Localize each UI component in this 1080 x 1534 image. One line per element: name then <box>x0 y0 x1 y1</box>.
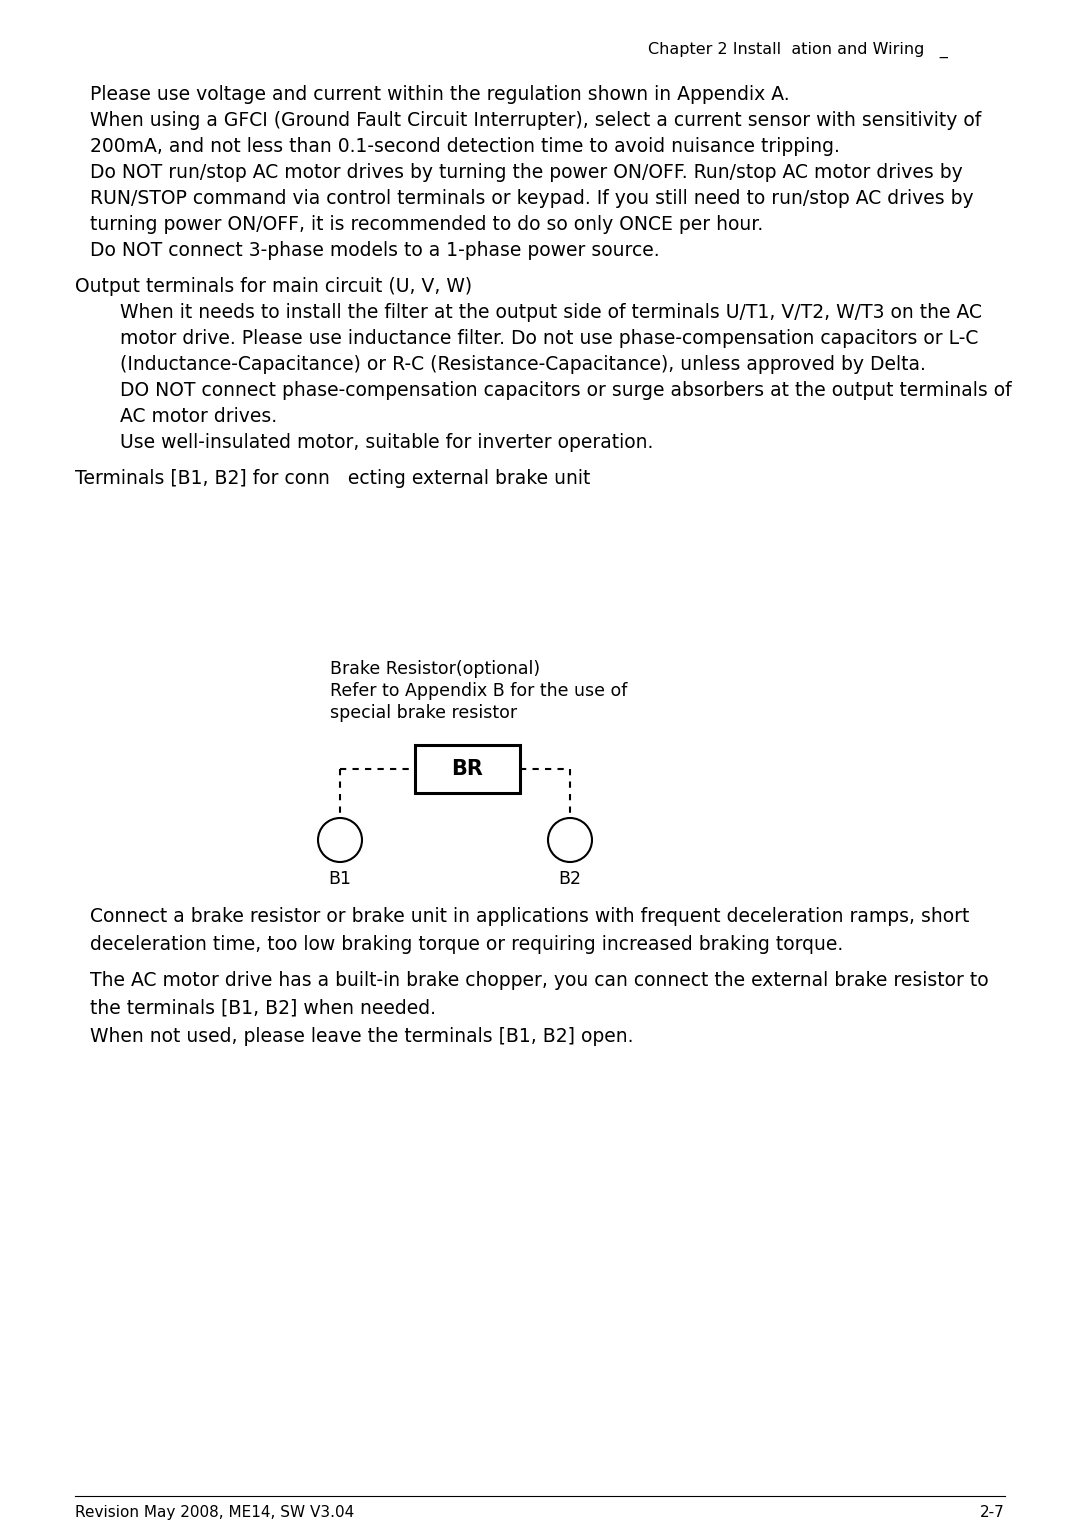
Circle shape <box>548 818 592 862</box>
Text: turning power ON/OFF, it is recommended to do so only ONCE per hour.: turning power ON/OFF, it is recommended … <box>90 215 764 235</box>
Text: When using a GFCI (Ground Fault Circuit Interrupter), select a current sensor wi: When using a GFCI (Ground Fault Circuit … <box>90 110 982 130</box>
Text: Please use voltage and current within the regulation shown in Appendix A.: Please use voltage and current within th… <box>90 84 789 104</box>
Text: DO NOT connect phase-compensation capacitors or surge absorbers at the output te: DO NOT connect phase-compensation capaci… <box>120 380 1012 400</box>
Text: Revision May 2008, ME14, SW V3.04: Revision May 2008, ME14, SW V3.04 <box>75 1505 354 1520</box>
Text: Refer to Appendix B for the use of: Refer to Appendix B for the use of <box>330 683 627 700</box>
Text: 200mA, and not less than 0.1-second detection time to avoid nuisance tripping.: 200mA, and not less than 0.1-second dete… <box>90 137 840 156</box>
Text: B1: B1 <box>328 870 351 888</box>
Text: Brake Resistor(optional): Brake Resistor(optional) <box>330 660 540 678</box>
Text: Do NOT run/stop AC motor drives by turning the power ON/OFF. Run/stop AC motor d: Do NOT run/stop AC motor drives by turni… <box>90 163 962 183</box>
Text: Terminals [B1, B2] for conn   ecting external brake unit: Terminals [B1, B2] for conn ecting exter… <box>75 469 591 488</box>
Text: the terminals [B1, B2] when needed.: the terminals [B1, B2] when needed. <box>90 999 436 1019</box>
Text: Chapter 2 Install  ation and Wiring   _: Chapter 2 Install ation and Wiring _ <box>648 41 948 58</box>
Circle shape <box>318 818 362 862</box>
Text: Use well-insulated motor, suitable for inverter operation.: Use well-insulated motor, suitable for i… <box>120 433 653 453</box>
Text: B2: B2 <box>558 870 581 888</box>
Text: special brake resistor: special brake resistor <box>330 704 517 723</box>
Text: The AC motor drive has a built-in brake chopper, you can connect the external br: The AC motor drive has a built-in brake … <box>90 971 988 989</box>
Text: Connect a brake resistor or brake unit in applications with frequent deceleratio: Connect a brake resistor or brake unit i… <box>90 907 970 927</box>
Text: RUN/STOP command via control terminals or keypad. If you still need to run/stop : RUN/STOP command via control terminals o… <box>90 189 974 209</box>
Text: 2-7: 2-7 <box>981 1505 1005 1520</box>
Bar <box>415 746 519 793</box>
Text: (Inductance-Capacitance) or R-C (Resistance-Capacitance), unless approved by Del: (Inductance-Capacitance) or R-C (Resista… <box>120 354 926 374</box>
Text: AC motor drives.: AC motor drives. <box>120 407 278 426</box>
Text: motor drive. Please use inductance filter. Do not use phase-compensation capacit: motor drive. Please use inductance filte… <box>120 328 978 348</box>
Text: Do NOT connect 3-phase models to a 1-phase power source.: Do NOT connect 3-phase models to a 1-pha… <box>90 241 660 259</box>
Text: Output terminals for main circuit (U, V, W): Output terminals for main circuit (U, V,… <box>75 278 472 296</box>
Text: BR: BR <box>451 759 484 779</box>
Text: When it needs to install the filter at the output side of terminals U/T1, V/T2, : When it needs to install the filter at t… <box>120 304 982 322</box>
Text: When not used, please leave the terminals [B1, B2] open.: When not used, please leave the terminal… <box>90 1026 634 1046</box>
Text: deceleration time, too low braking torque or requiring increased braking torque.: deceleration time, too low braking torqu… <box>90 936 843 954</box>
